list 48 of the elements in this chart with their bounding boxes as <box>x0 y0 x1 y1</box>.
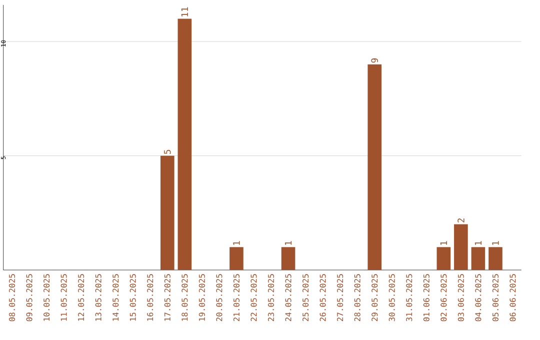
x-tick-label: 02.06.2025 <box>440 274 447 322</box>
x-tick-label: 05.06.2025 <box>492 274 498 322</box>
x-tick-label: 20.05.2025 <box>216 274 222 322</box>
data-label: 9 <box>371 58 378 63</box>
data-label: 5 <box>164 150 171 154</box>
data-label: 11 <box>181 7 188 16</box>
data-label: 1 <box>284 241 292 245</box>
x-tick-label: 27.05.2025 <box>337 274 344 322</box>
bar <box>160 156 174 270</box>
data-label: 1 <box>233 241 240 245</box>
x-tick-label: 16.05.2025 <box>147 274 154 321</box>
bar <box>488 247 502 270</box>
x-tick-label: 30.05.2025 <box>388 274 395 322</box>
x-tick-label: 28.05.2025 <box>354 274 360 322</box>
data-label: 1 <box>440 241 447 245</box>
x-tick-label: 21.05.2025 <box>233 274 240 322</box>
bar <box>281 247 296 270</box>
x-tick-label: 24.05.2025 <box>285 274 292 322</box>
x-tick-label: 10.05.2025 <box>44 274 50 321</box>
bar <box>454 224 468 270</box>
x-tick-label: 06.06.2025 <box>510 274 516 322</box>
x-tick-label: 14.05.2025 <box>112 274 119 321</box>
x-tick-label: 09.05.2025 <box>26 274 32 322</box>
x-tick-label: 25.05.2025 <box>302 274 309 322</box>
bar <box>368 64 382 270</box>
x-tick-label: 15.05.2025 <box>130 274 136 321</box>
x-tick-label: 26.05.2025 <box>320 274 326 322</box>
x-tick-label: 22.05.2025 <box>250 274 257 322</box>
x-tick-label: 18.05.2025 <box>182 274 188 321</box>
x-tick-label: 17.05.2025 <box>164 274 170 321</box>
bar <box>230 247 244 270</box>
x-tick-label: 31.05.2025 <box>406 274 412 322</box>
x-tick-label: 04.06.2025 <box>475 274 482 322</box>
x-tick-label: 03.06.2025 <box>458 274 464 322</box>
data-label: 2 <box>458 218 464 222</box>
x-tick-label: 19.05.2025 <box>198 274 205 321</box>
x-tick-label: 12.05.2025 <box>78 274 84 321</box>
x-tick-label: 01.06.2025 <box>423 274 430 322</box>
x-tick-label: 11.05.2025 <box>60 274 67 321</box>
x-tick-label: 29.05.2025 <box>372 274 378 322</box>
x-tick-label: 23.05.2025 <box>268 274 274 322</box>
x-tick-label: 08.05.2025 <box>8 274 16 322</box>
bar <box>436 247 451 270</box>
data-label: 1 <box>474 241 482 245</box>
data-label: 1 <box>492 241 499 245</box>
bar <box>471 247 486 270</box>
bar <box>178 18 192 270</box>
x-tick-label: 13.05.2025 <box>95 274 102 321</box>
